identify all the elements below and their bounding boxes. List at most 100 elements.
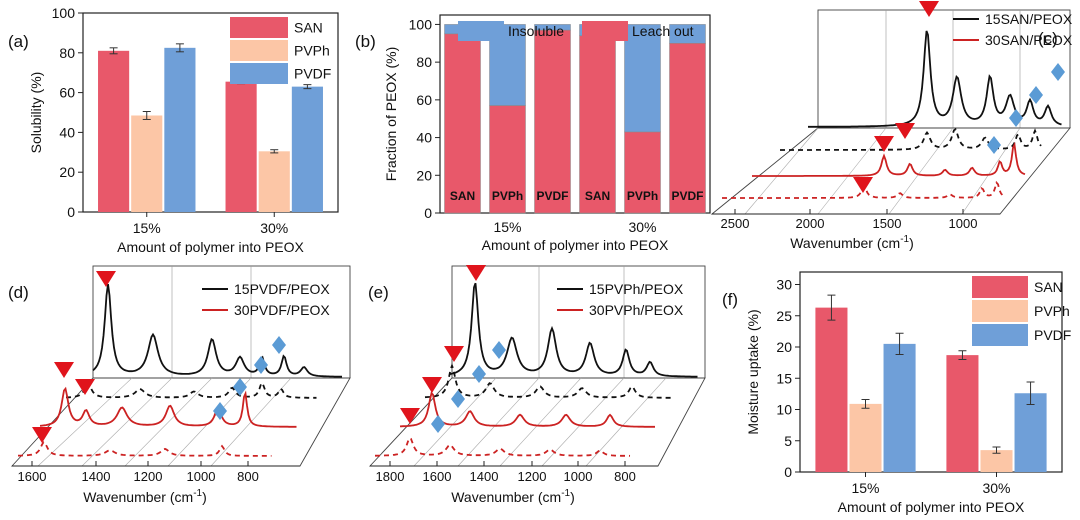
- legend-swatch-insoluble: [458, 21, 504, 41]
- spectrum-30-dashed: [375, 436, 631, 457]
- bar-pvph-0: [849, 403, 882, 472]
- y-tick-label: 30: [776, 277, 792, 293]
- x-tick-label: 1000: [949, 216, 978, 231]
- x-axis-title-close: ): [202, 489, 207, 505]
- bar-category-label: SAN: [450, 189, 475, 203]
- peak-marker-triangle: [895, 123, 915, 139]
- legend-swatch-leach-out: [582, 21, 628, 41]
- bar-pvdf-0: [883, 343, 916, 472]
- x-tick-label: 1400: [82, 469, 111, 484]
- floor-gridline: [457, 377, 540, 467]
- y-tick-label: 100: [52, 5, 76, 21]
- legend-label: Insoluble: [508, 23, 564, 39]
- x-tick-label: 1000: [187, 469, 216, 484]
- y-axis-title: Fraction of PEOX (%): [383, 47, 399, 182]
- x-axis-title-close: ): [909, 235, 914, 251]
- bar-san-1: [946, 355, 979, 472]
- x-tick-label: 2500: [721, 216, 750, 231]
- bar-san-0: [98, 50, 130, 213]
- y-tick-label: 40: [416, 130, 432, 146]
- y-tick-label: 0: [784, 464, 792, 480]
- spectrum-15-dashed: [424, 363, 674, 399]
- bar-category-label: PVDF: [536, 189, 568, 203]
- x-tick-label: 15%: [133, 220, 161, 236]
- y-tick-label: 20: [416, 167, 432, 183]
- spectrum-15-solid: [92, 283, 343, 378]
- peak-marker-triangle: [466, 265, 486, 281]
- bar-leach-out-1: [489, 105, 526, 214]
- floor-gridline: [413, 377, 497, 467]
- y-tick-label: 10: [776, 402, 792, 418]
- spectrum-15-dashed: [66, 381, 317, 399]
- x-axis-title: Amount of polymer into PEOX: [117, 239, 304, 255]
- x-axis-title-sup: -1: [561, 488, 570, 499]
- bar-san-1: [225, 81, 257, 212]
- y-tick-label: 25: [776, 308, 792, 324]
- y-tick-label: 60: [59, 85, 75, 101]
- y-tick-label: 60: [416, 92, 432, 108]
- legend-swatch-san: [230, 17, 288, 38]
- x-axis-title-close: ): [570, 489, 575, 505]
- x-axis-title: Amount of polymer into PEOX: [482, 237, 669, 253]
- peak-marker-diamond: [431, 415, 445, 433]
- legend-label: SAN: [1034, 279, 1063, 295]
- bar-san-0: [815, 307, 848, 472]
- y-tick-label: 5: [784, 433, 792, 449]
- legend-label: PVDF: [294, 66, 331, 82]
- legend-label: 15SAN/PEOX: [985, 11, 1073, 27]
- spectrum-15-dashed: [780, 127, 1042, 151]
- x-tick-label: 1600: [423, 469, 452, 484]
- peak-marker-diamond: [272, 336, 286, 354]
- bar-pvdf-0: [164, 47, 196, 213]
- peak-marker-triangle: [444, 346, 464, 362]
- y-tick-label: 15: [776, 370, 792, 386]
- peak-marker-triangle: [919, 1, 939, 17]
- y-axis-title: Solubility (%): [28, 72, 44, 154]
- peak-marker-diamond: [254, 356, 268, 374]
- peak-marker-triangle: [54, 362, 74, 378]
- x-axis-title-text: Wavenumber (cm: [83, 489, 193, 505]
- peak-marker-diamond: [1029, 86, 1043, 104]
- x-axis-title-sup: -1: [193, 488, 202, 499]
- x-group-label: 15%: [493, 219, 521, 235]
- legend-label: 30SAN/PEOX: [985, 32, 1073, 48]
- panel-label: (a): [8, 32, 29, 51]
- peak-marker-diamond: [1051, 63, 1065, 81]
- bar-category-label: SAN: [585, 189, 610, 203]
- x-axis-title: Amount of polymer into PEOX: [838, 499, 1025, 515]
- floor-gridline: [124, 377, 213, 467]
- legend-label: Leach out: [632, 23, 694, 39]
- x-tick-label: 1400: [470, 469, 499, 484]
- x-tick-label: 1000: [564, 469, 593, 484]
- bar-leach-out-0: [444, 33, 481, 214]
- spectrum-30-solid: [752, 141, 1026, 177]
- peak-marker-diamond: [1009, 109, 1023, 127]
- bar-category-label: PVPh: [492, 189, 523, 203]
- y-tick-label: 20: [776, 339, 792, 355]
- peak-marker-diamond: [213, 402, 227, 420]
- peak-marker-triangle: [96, 271, 116, 287]
- y-tick-label: 0: [424, 205, 432, 221]
- plot-frame: [82, 12, 339, 213]
- legend-label: 30PVDF/PEOX: [234, 302, 330, 318]
- x-axis-title: Wavenumber (cm-1): [790, 234, 914, 251]
- x-tick-label: 1600: [18, 469, 47, 484]
- floor-gridline: [585, 377, 667, 467]
- y-tick-label: 80: [416, 54, 432, 70]
- legend-swatch-san: [972, 276, 1028, 298]
- back-wall: [817, 9, 1071, 129]
- peak-marker-triangle: [400, 408, 420, 424]
- bar-leach-out-4: [624, 131, 661, 214]
- peak-marker-diamond: [987, 136, 1001, 154]
- peak-marker-triangle: [853, 177, 873, 193]
- x-axis-title-sup: -1: [900, 234, 909, 245]
- legend-swatch-pvph: [972, 300, 1028, 322]
- panel-e-pvph-spectra: (e) 15PVPh/PEOX 30PVPh/PEOX 1800 1600 1400 120…: [368, 265, 706, 505]
- peak-marker-diamond: [451, 390, 465, 408]
- bar-pvph-0: [131, 115, 163, 212]
- legend-label: 30PVPh/PEOX: [589, 302, 684, 318]
- y-tick-label: 40: [59, 124, 75, 140]
- x-tick-label: 30%: [982, 480, 1010, 496]
- y-tick-label: 0: [67, 204, 75, 220]
